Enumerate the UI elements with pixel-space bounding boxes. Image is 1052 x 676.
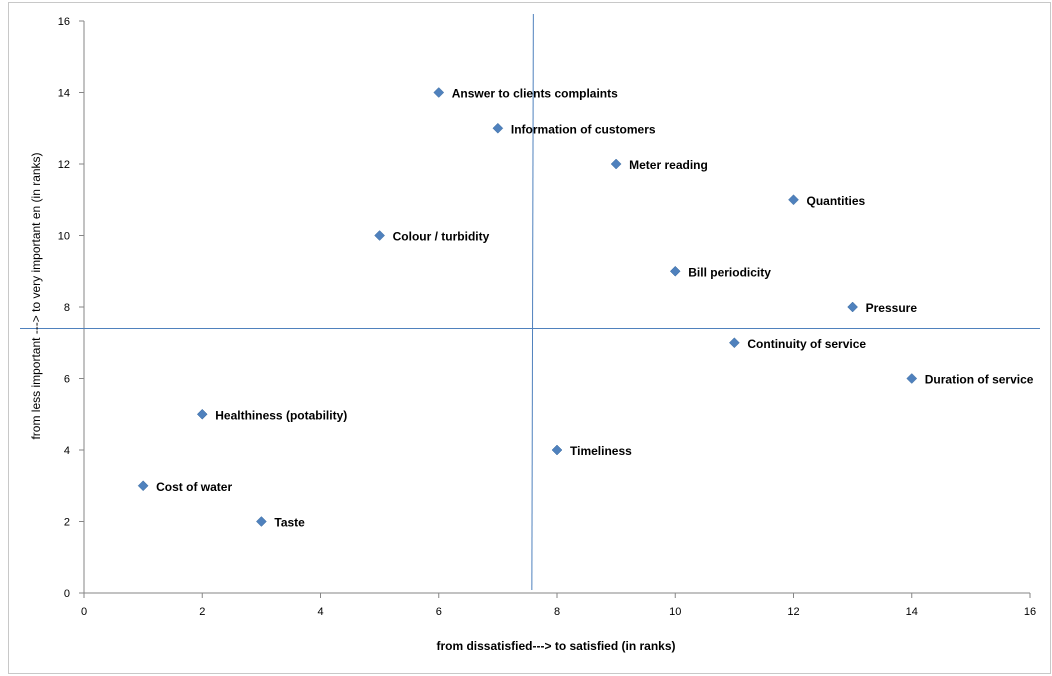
data-point-label: Healthiness (potability) (215, 408, 347, 422)
data-point-label: Taste (274, 516, 305, 530)
data-point-marker (256, 516, 267, 527)
data-point-label: Information of customers (511, 122, 656, 136)
y-tick-label: 8 (64, 302, 70, 314)
x-tick-label: 8 (554, 606, 560, 618)
y-tick-label: 0 (64, 588, 70, 600)
data-point-label: Cost of water (156, 480, 232, 494)
x-tick-label: 10 (669, 606, 681, 618)
data-point-marker (433, 87, 445, 98)
data-point-label: Pressure (866, 301, 918, 315)
y-tick-label: 4 (64, 445, 70, 457)
x-axis-title: from dissatisfied---> to satisfied (in r… (436, 639, 675, 653)
data-point-label: Quantities (807, 194, 866, 208)
x-tick-label: 16 (1024, 606, 1036, 618)
y-tick-label: 2 (64, 517, 70, 529)
data-point-label: Bill periodicity (688, 265, 771, 279)
data-point-marker (551, 444, 563, 456)
data-point-marker (137, 480, 149, 492)
data-point-label: Answer to clients complaints (452, 87, 618, 101)
reference-lines (20, 13, 1040, 591)
data-point-marker (374, 230, 385, 241)
x-ticks: 0 2 4 6 8 10 12 14 16 (81, 593, 1036, 618)
data-point-marker (847, 301, 858, 313)
data-point-marker (906, 373, 918, 384)
y-tick-label: 6 (64, 374, 70, 386)
data-points: Answer to clients complaints Information … (137, 87, 1034, 530)
data-point-label: Duration of service (925, 373, 1034, 387)
data-point-marker (729, 337, 740, 349)
y-tick-label: 16 (58, 16, 70, 28)
x-tick-label: 0 (81, 606, 87, 618)
x-tick-label: 4 (317, 606, 323, 618)
x-tick-label: 12 (787, 606, 799, 618)
data-point-marker (788, 194, 799, 206)
y-tick-label: 12 (58, 159, 70, 171)
data-point-label: Colour / turbidity (393, 230, 490, 244)
y-ticks: 0 2 4 6 8 10 12 14 16 (58, 16, 84, 600)
data-point-marker (492, 122, 504, 134)
data-point-marker (669, 265, 681, 277)
y-tick-label: 14 (58, 88, 70, 100)
data-point-label: Meter reading (629, 158, 708, 172)
vertical-reference-line (531, 13, 534, 591)
y-tick-label: 10 (58, 231, 70, 243)
y-axis-title: from less important ---> to very importa… (29, 152, 43, 439)
x-tick-label: 6 (436, 606, 442, 618)
x-tick-label: 14 (906, 606, 918, 618)
data-point-label: Continuity of service (747, 337, 866, 351)
data-point-marker (610, 158, 622, 170)
chart-frame (8, 2, 1051, 674)
data-point-label: Timeliness (570, 444, 632, 458)
data-point-marker (196, 408, 208, 420)
x-tick-label: 2 (199, 606, 205, 618)
